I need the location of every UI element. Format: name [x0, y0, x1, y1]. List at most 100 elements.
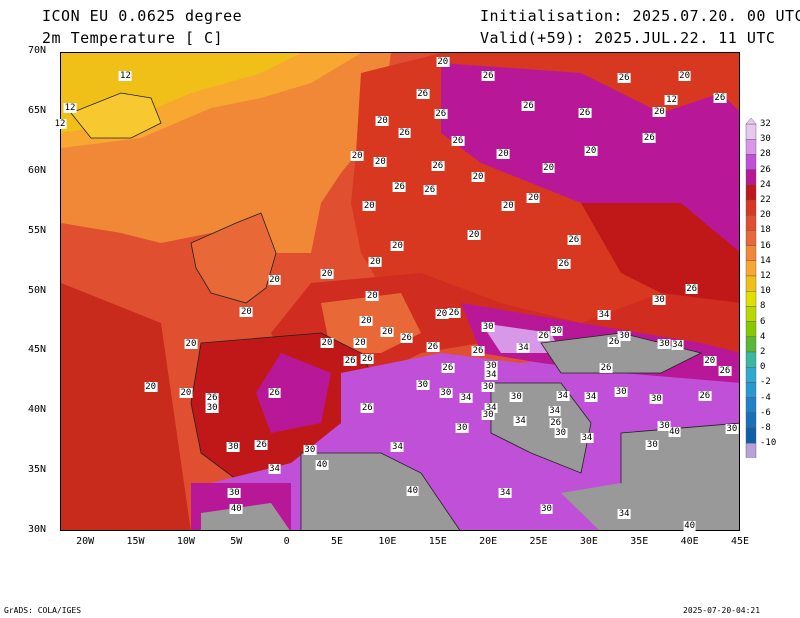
- colorbar-label: 10: [760, 286, 771, 297]
- colorbar-label: 6: [760, 316, 766, 327]
- lat-tick-label: 50N: [28, 284, 47, 296]
- colorbar-segment: [745, 321, 757, 338]
- colorbar-segment: [745, 443, 757, 458]
- temperature-label: 34: [671, 340, 684, 351]
- temperature-label: 26: [255, 439, 268, 450]
- temperature-label: 30: [554, 427, 568, 438]
- temperature-label: 30: [439, 388, 453, 399]
- lon-tick-label: 35E: [630, 536, 649, 547]
- colorbar-segment: [745, 290, 757, 307]
- iceland-land: [70, 92, 162, 139]
- colorbar-segment: [745, 306, 757, 322]
- temperature-label: 20: [179, 388, 193, 399]
- temperature-label: 30: [550, 326, 564, 337]
- colorbar-segment: [745, 214, 757, 231]
- colorbar-label: 16: [760, 240, 771, 251]
- temperature-label: 40: [668, 426, 681, 437]
- lon-tick-label: 10E: [378, 536, 397, 547]
- temperature-label: 26: [426, 341, 440, 352]
- model-title: ICON EU 0.0625 degree: [42, 7, 243, 25]
- temperature-label: 26: [360, 402, 374, 413]
- temperature-label: 30: [416, 379, 430, 390]
- spain-hot-zone: [256, 353, 331, 433]
- colorbar-label: 18: [760, 225, 771, 236]
- temperature-label: 30: [303, 444, 317, 455]
- colorbar-label: 24: [760, 179, 771, 190]
- temperature-label: 30: [645, 439, 659, 450]
- libya-zone: [441, 473, 619, 530]
- temperature-label: 30: [509, 391, 523, 402]
- lon-tick-label: 15E: [428, 536, 447, 547]
- temperature-label: 12: [119, 70, 132, 81]
- colorbar-segment: [745, 366, 757, 383]
- lon-tick-label: 25E: [529, 536, 548, 547]
- colorbar: [745, 118, 757, 458]
- temperature-label: 26: [447, 308, 461, 319]
- lat-tick-label: 40N: [28, 404, 47, 416]
- temperature-label: 34: [556, 390, 570, 401]
- temperature-label: 26: [205, 393, 219, 404]
- temperature-label: 34: [617, 509, 631, 520]
- temperature-map: [60, 52, 740, 531]
- temperature-label: 12: [53, 118, 67, 129]
- colorbar-segment: [745, 336, 757, 353]
- temperature-label: 26: [718, 365, 732, 376]
- atlantic-south-zone: [61, 283, 191, 530]
- temperature-label: 26: [557, 258, 571, 269]
- temperature-label: 26: [537, 330, 550, 341]
- temperature-label: 30: [617, 330, 631, 341]
- lon-tick-label: 15W: [126, 536, 145, 547]
- colorbar-segment: [745, 382, 757, 398]
- temperature-label: 30: [481, 322, 495, 333]
- temperature-label: 20: [501, 201, 515, 212]
- temperature-label: 26: [434, 109, 448, 120]
- north-africa-masked: [300, 452, 461, 530]
- temperature-label: 34: [580, 432, 594, 443]
- colorbar-segment: [745, 139, 757, 155]
- temperature-label: 26: [268, 388, 281, 399]
- colorbar-segment: [745, 427, 757, 444]
- temperature-label: 30: [484, 360, 498, 371]
- colorbar-segment: [745, 230, 757, 246]
- temperature-label: 20: [435, 309, 449, 320]
- temperature-label: 26: [360, 353, 374, 364]
- temperature-label: 26: [713, 92, 727, 103]
- temperature-label: 12: [63, 103, 77, 114]
- temperature-label: 20: [652, 106, 666, 117]
- colorbar-top-arrow: [745, 118, 757, 125]
- temperature-label: 30: [455, 423, 469, 433]
- colorbar-segment: [745, 412, 757, 429]
- lon-tick-label: 20E: [479, 536, 498, 547]
- colorbar-label: 22: [760, 195, 771, 205]
- temperature-label: 30: [227, 487, 241, 498]
- temperature-label: 20: [527, 193, 540, 204]
- lon-tick-label: 5E: [331, 536, 344, 547]
- temperature-label: 34: [513, 415, 527, 426]
- colorbar-label: 20: [760, 210, 771, 221]
- temperature-label: 20: [144, 382, 158, 393]
- western-russia-zone: [581, 203, 739, 313]
- temperature-label: 26: [578, 108, 592, 119]
- temperature-label: 40: [229, 504, 243, 515]
- colorbar-segment: [745, 245, 757, 261]
- temperature-label: 12: [665, 94, 678, 105]
- temperature-label: 20: [268, 274, 281, 285]
- colorbar-label: 0: [760, 362, 766, 373]
- colorbar-segment: [745, 154, 757, 170]
- temperature-label: 20: [373, 157, 387, 168]
- temperature-label: 34: [268, 463, 281, 474]
- temperature-label: 20: [436, 56, 450, 67]
- temperature-label: 40: [406, 486, 419, 497]
- temperature-label: 26: [567, 235, 581, 245]
- british-isles: [190, 212, 277, 304]
- colorbar-label: 12: [760, 271, 771, 281]
- colorbar-label: 30: [760, 134, 771, 145]
- colorbar-segment: [745, 397, 757, 414]
- lon-tick-label: 0: [283, 536, 290, 547]
- lon-tick-label: 10W: [176, 536, 195, 547]
- colorbar-label: 8: [760, 301, 766, 312]
- lat-tick-label: 65N: [28, 104, 47, 116]
- temperature-label: 30: [481, 409, 495, 420]
- temperature-label: 20: [350, 151, 364, 162]
- temperature-label: 30: [658, 339, 671, 350]
